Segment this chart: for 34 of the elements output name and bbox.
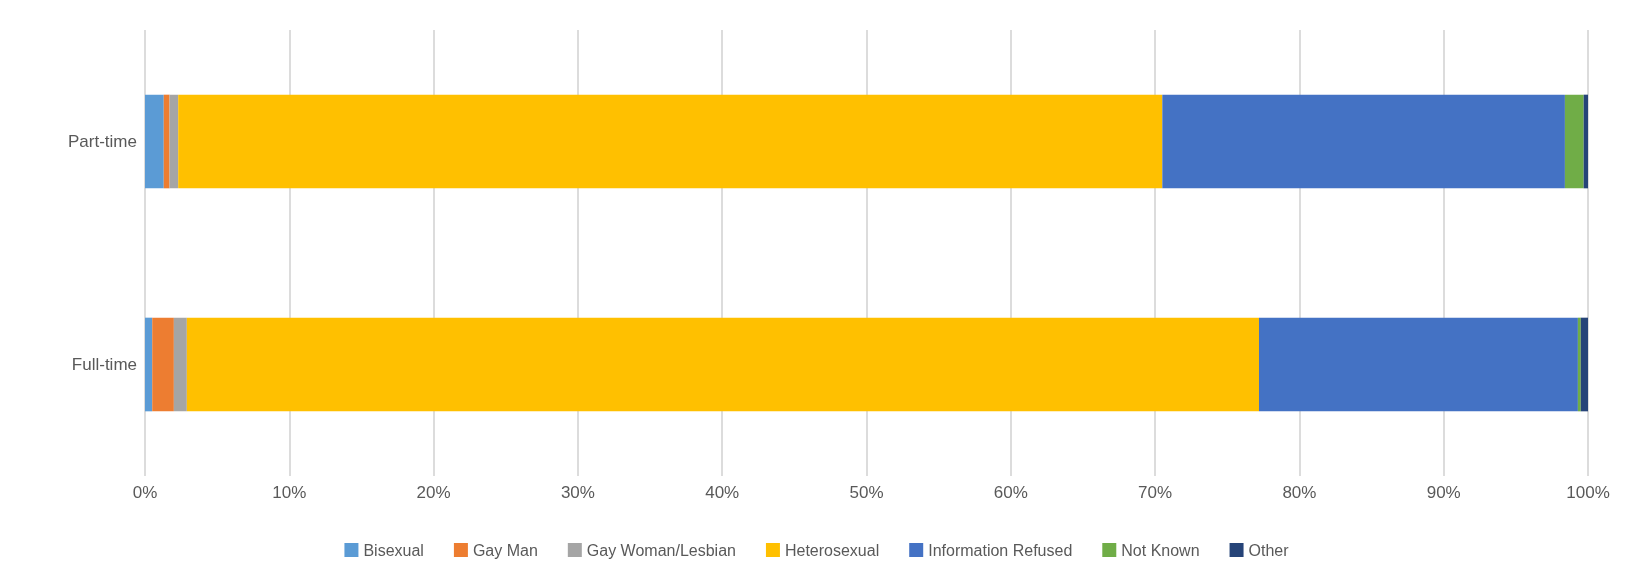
bar [152,317,174,412]
bar [145,317,153,412]
bar [1162,94,1565,189]
y-tick-label: Full-time [71,355,137,374]
bar [1583,94,1588,189]
bar [173,317,187,412]
x-tick-label: 100% [1566,483,1610,502]
x-tick-label: 40% [705,483,740,502]
legend-label: Gay Man [472,541,538,559]
bar [1564,94,1584,189]
bar [1259,317,1578,412]
y-tick-label: Part-time [68,132,137,151]
legend-label: Gay Woman/Lesbian [586,541,736,559]
x-tick-label: 50% [849,483,884,502]
bar [178,94,1163,189]
bar [186,317,1259,412]
legend-label: Information Refused [928,541,1073,559]
x-tick-label: 20% [416,483,451,502]
bar [145,94,164,189]
bar [1577,317,1581,412]
legend-label: Bisexual [363,541,424,559]
x-tick-label: 70% [1138,483,1173,502]
legend-label: Heterosexual [784,541,880,559]
x-tick-label: 90% [1426,483,1461,502]
x-tick-label: 0% [132,483,158,502]
bar [163,94,170,189]
legend-label: Not Known [1121,541,1200,559]
x-tick-label: 60% [993,483,1028,502]
x-tick-label: 80% [1282,483,1317,502]
x-tick-label: 30% [560,483,595,502]
legend-label: Other [1248,541,1290,559]
bar [169,94,179,189]
bar [1580,317,1588,412]
x-tick-label: 10% [272,483,307,502]
